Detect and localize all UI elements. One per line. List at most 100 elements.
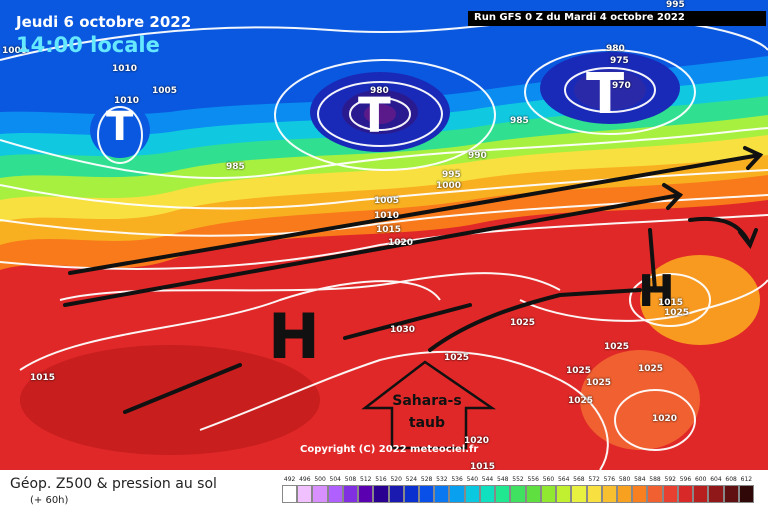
scale-color-swatch	[434, 485, 450, 503]
high-pressure-symbol: H	[268, 300, 320, 373]
scale-value-label: 528	[420, 476, 433, 483]
isobar-label: 1010	[112, 64, 138, 74]
scale-color-swatch	[693, 485, 709, 503]
scale-color-swatch	[616, 485, 633, 503]
low-pressure-symbol: T	[586, 62, 625, 127]
scale-value-label: 560	[542, 476, 555, 483]
scale-value-label: 516	[375, 476, 387, 483]
scale-value-label: 604	[710, 476, 722, 483]
isobar-label: 985	[226, 162, 245, 172]
scale-value-label: 508	[344, 476, 357, 483]
scale-value-label: 548	[497, 476, 509, 483]
scale-value-label: 592	[664, 476, 676, 483]
scale-value-label: 536	[451, 476, 463, 483]
scale-value-label: 540	[466, 476, 479, 483]
isobar-label: 1005	[374, 196, 400, 206]
isobar-label: 1025	[510, 318, 536, 328]
isobar-label: 1025	[604, 342, 630, 352]
scale-color-swatch	[449, 485, 465, 503]
scale-value-label: 572	[588, 476, 600, 483]
scale-value-label: 512	[360, 476, 372, 483]
isobar-label: 990	[468, 151, 487, 161]
scale-color-swatch	[586, 485, 602, 503]
scale-value-label: 576	[603, 476, 616, 483]
isobar-label: 980	[606, 44, 625, 54]
isobar-label: 995	[442, 170, 461, 180]
copyright-text: Copyright (C) 2022 meteociel.fr	[300, 444, 479, 455]
isobar-label: 970	[612, 81, 631, 91]
scale-value-label: 544	[481, 476, 494, 483]
scale-color-swatch	[540, 485, 557, 503]
scale-value-label: 552	[512, 476, 524, 483]
isobar-label: 1025	[568, 396, 594, 406]
scale-color-swatch	[419, 485, 435, 503]
scale-color-swatch	[632, 485, 648, 503]
model-run-banner: Run GFS 0 Z du Mardi 4 octobre 2022	[468, 11, 766, 26]
scale-color-swatch	[297, 485, 313, 503]
isobar-label: 1015	[376, 225, 402, 235]
scale-color-swatch	[403, 485, 420, 503]
isobar-label: 1025	[586, 378, 612, 388]
isobar-label: 1030	[390, 325, 416, 335]
scale-value-label: 588	[649, 476, 661, 483]
isobar-label: 985	[510, 116, 529, 126]
scale-value-label: 492	[283, 476, 296, 483]
scale-value-label: 504	[329, 476, 341, 483]
scale-value-label: 556	[527, 476, 539, 483]
isobar-label: 1025	[638, 364, 664, 374]
scale-color-swatch	[677, 485, 694, 503]
scale-color-swatch	[708, 485, 724, 503]
scale-color-swatch	[282, 485, 298, 503]
low-pressure-symbol: T	[106, 104, 134, 150]
scale-color-swatch	[723, 485, 739, 503]
color-scale: 492 496 500 504 508 512 516 520 524 528 532 536 540 5…	[282, 476, 754, 506]
scale-value-label: 500	[314, 476, 326, 483]
forecast-date: Jeudi 6 octobre 2022	[16, 13, 192, 31]
isobar-label: 1025	[566, 366, 592, 376]
scale-color-swatch	[464, 485, 480, 503]
isobar-label: 1025	[444, 353, 470, 363]
scale-color-swatch	[525, 485, 541, 503]
scale-value-label: 496	[299, 476, 311, 483]
isobar-label: 1010	[114, 96, 140, 106]
scale-value-label: 600	[694, 476, 707, 483]
isobar-label: 1015	[470, 462, 496, 472]
isobar-label: 1025	[664, 308, 690, 318]
scale-color-swatch	[571, 485, 587, 503]
scale-color-swatch	[312, 485, 328, 503]
isobar-label: 980	[370, 86, 389, 96]
scale-color-swatch	[601, 485, 617, 503]
scale-value-label: 524	[405, 476, 418, 483]
scale-value-label: 564	[557, 476, 570, 483]
isobar-label: 975	[610, 56, 629, 66]
scale-color-swatch	[647, 485, 663, 503]
scale-color-swatch	[556, 485, 572, 503]
scale-color-swatch	[510, 485, 526, 503]
forecast-local-time: 14:00 locale	[16, 33, 160, 57]
isobar-label: 1010	[374, 211, 400, 221]
geopotential-map	[0, 0, 768, 470]
scale-color-swatch	[479, 485, 496, 503]
scale-color-swatch	[373, 485, 389, 503]
isobar-label: 1020	[652, 414, 678, 424]
model-run-text: Run GFS 0 Z du Mardi 4 octobre 2022	[474, 12, 685, 23]
scale-color-swatch	[495, 485, 511, 503]
isobar-label: 1000	[2, 46, 28, 56]
scale-value-label: 584	[634, 476, 646, 483]
isobar-label: 1020	[388, 238, 414, 248]
isobar-label: 995	[666, 0, 685, 10]
scale-value-label: 580	[618, 476, 631, 483]
isobar-label: 1015	[658, 298, 684, 308]
scale-value-label: 596	[679, 476, 692, 483]
scale-color-swatch	[738, 485, 754, 503]
legend-title: Géop. Z500 & pression au sol	[10, 476, 217, 492]
scale-value-label: 520	[390, 476, 402, 483]
isobar-label: 1000	[436, 181, 462, 191]
scale-value-label: 568	[573, 476, 585, 483]
scale-color-swatch	[327, 485, 343, 503]
legend-bar: Géop. Z500 & pression au sol (+ 60h) 492…	[0, 470, 768, 512]
sahara-dust-label: Sahara-staub	[392, 393, 462, 431]
scale-color-swatch	[358, 485, 374, 503]
isobar-label: 1005	[152, 86, 178, 96]
